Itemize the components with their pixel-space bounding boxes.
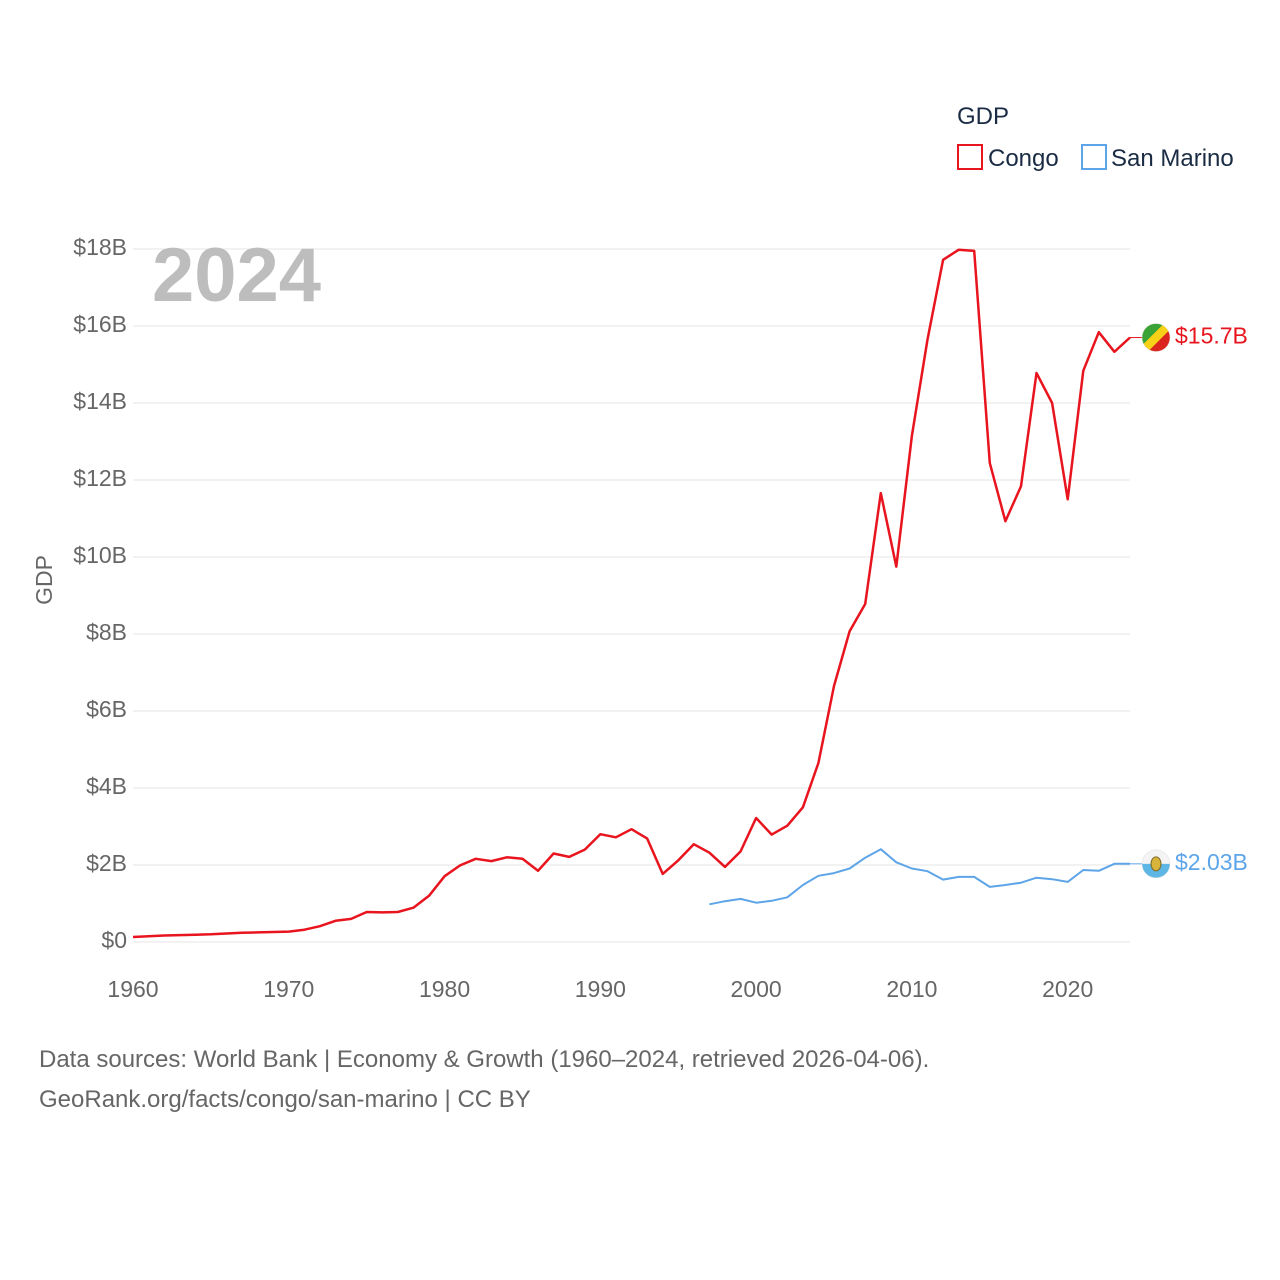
x-tick-label: 1990 (575, 976, 626, 1002)
end-value-label-congo: $15.7B (1175, 323, 1248, 349)
san-marino-flag-icon (1141, 849, 1171, 879)
legend-item-san-marino[interactable]: San Marino (1081, 144, 1234, 172)
y-tick-label: $2B (86, 850, 127, 876)
legend-swatch-congo (957, 144, 983, 170)
x-tick-label: 2020 (1042, 976, 1093, 1002)
y-axis-ticks: $0 $2B $4B $6B $8B $10B $12B $14B $16B $18B (73, 234, 127, 953)
y-tick-label: $10B (73, 542, 127, 568)
end-value-label-san-marino: $2.03B (1175, 849, 1248, 875)
legend: GDP Congo San Marino (957, 103, 1234, 172)
source-note: Data sources: World Bank | Economy & Gro… (39, 1040, 929, 1120)
gdp-line-chart: $0$2B$4B$6B$8B$10B$12B$14B$16B$18B 1960 1… (31, 103, 1248, 1002)
y-tick-label: $18B (73, 234, 127, 260)
series-line-congo[interactable] (132, 248, 1131, 939)
legend-swatch-san-marino (1081, 144, 1107, 170)
year-watermark: 2024 (152, 233, 321, 318)
legend-label-san-marino: San Marino (1111, 145, 1234, 172)
source-line-1: Data sources: World Bank | Economy & Gro… (39, 1046, 930, 1073)
y-tick-label: $14B (73, 388, 127, 414)
source-line-2: GeoRank.org/facts/congo/san-marino | CC … (39, 1086, 531, 1113)
series-line-san-marino[interactable] (709, 848, 1130, 906)
y-axis-label: GDP (31, 555, 57, 605)
y-tick-label: $12B (73, 465, 127, 491)
y-tick-label: $16B (73, 311, 127, 337)
legend-title: GDP (957, 103, 1009, 130)
legend-item-congo[interactable]: Congo (957, 144, 1059, 172)
x-tick-label: 1970 (263, 976, 314, 1002)
x-tick-label: 2000 (731, 976, 782, 1002)
congo-flag-icon (1141, 323, 1171, 352)
x-tick-label: 2010 (886, 976, 937, 1002)
y-tick-label: $6B (86, 696, 127, 722)
x-tick-label: 1960 (107, 976, 158, 1002)
legend-label-congo: Congo (988, 145, 1059, 172)
y-tick-label: $8B (86, 619, 127, 645)
y-tick-label: $0 (101, 927, 127, 953)
series-end-markers: $15.7B $2.03B (1130, 323, 1248, 879)
x-axis-ticks: 1960 1970 1980 1990 2000 2010 2020 (107, 976, 1093, 1002)
series-lines (132, 248, 1131, 939)
x-tick-label: 1980 (419, 976, 470, 1002)
y-tick-label: $4B (86, 773, 127, 799)
